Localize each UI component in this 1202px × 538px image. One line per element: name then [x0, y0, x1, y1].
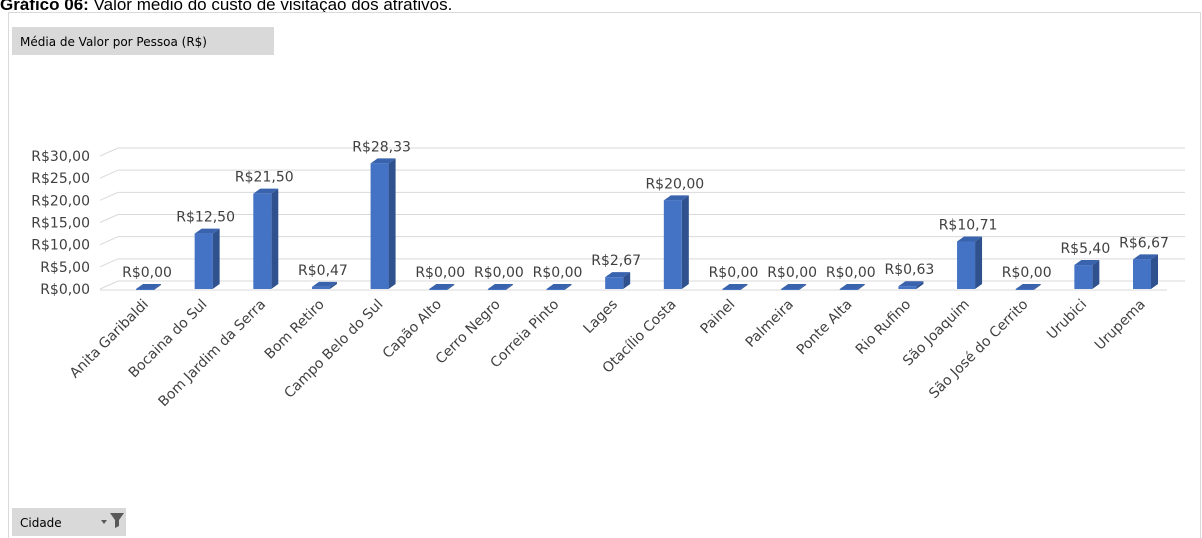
bar: [1015, 289, 1034, 290]
bar-side: [329, 281, 337, 289]
bar-top: [1015, 284, 1041, 289]
bar-top: [1074, 260, 1100, 266]
bar: [605, 277, 624, 289]
bar-top: [839, 284, 865, 289]
bar: [781, 289, 800, 290]
value-label: R$2,67: [591, 253, 641, 269]
bar-top: [722, 284, 748, 289]
value-label: R$6,67: [1119, 235, 1169, 251]
value-label: R$0,63: [885, 262, 935, 278]
bar-side: [857, 284, 865, 290]
y-tick-label: R$15,00: [31, 216, 90, 232]
axis-field-button[interactable]: [12, 508, 126, 536]
bar-top: [311, 281, 337, 287]
value-label: R$0,00: [474, 265, 524, 281]
bar-side: [1033, 284, 1041, 290]
bar-side: [799, 284, 807, 290]
bar-top: [1133, 254, 1158, 260]
filter-icon: [101, 513, 124, 528]
bar-top: [253, 188, 279, 194]
value-label: R$0,00: [767, 265, 817, 281]
grid-line-side: [99, 280, 119, 290]
bar: [1133, 259, 1151, 289]
bar: [429, 289, 448, 290]
value-field-label: Média de Valor por Pessoa (R$): [20, 35, 207, 49]
bar-top: [957, 236, 983, 242]
grid-line-side: [99, 258, 119, 268]
value-label: R$0,00: [533, 265, 583, 281]
bar: [370, 163, 389, 289]
bar: [663, 200, 682, 289]
caption: Gráfico 06: Valor médio do custo de visi…: [0, 0, 452, 14]
bar-side: [1092, 260, 1100, 289]
y-tick-label: R$25,00: [31, 171, 90, 187]
bar: [1074, 265, 1093, 289]
bar-side: [975, 236, 983, 289]
value-label: R$0,00: [1002, 265, 1052, 281]
value-label: R$0,00: [122, 265, 172, 281]
bar-side: [564, 284, 572, 290]
value-label: R$0,00: [709, 265, 759, 281]
value-field-button[interactable]: [12, 27, 274, 55]
value-label: R$10,71: [939, 218, 998, 234]
bar-top: [898, 281, 924, 287]
bar-side: [623, 272, 631, 289]
value-label: R$0,00: [826, 265, 876, 281]
grid-line-side: [99, 214, 119, 223]
bar: [898, 286, 917, 289]
bar: [194, 233, 213, 289]
bar: [311, 286, 330, 289]
value-label: R$20,00: [645, 176, 704, 192]
y-tick-label: R$10,00: [31, 238, 90, 254]
value-label: R$21,50: [235, 170, 294, 186]
y-tick-label: R$30,00: [31, 149, 90, 165]
caption-text: Valor médio do custo de visitação dos at…: [94, 0, 453, 14]
bar-side: [212, 228, 220, 289]
bar-top: [663, 195, 689, 201]
bar-top: [487, 284, 513, 289]
bar-side: [916, 281, 924, 289]
bar-side: [271, 188, 279, 289]
grid-line-side: [99, 191, 119, 201]
bar: [839, 289, 858, 290]
value-label: R$0,47: [298, 263, 348, 279]
bar-top: [370, 158, 396, 164]
bar: [253, 193, 272, 289]
bar-top: [605, 272, 631, 278]
bar-top: [781, 284, 807, 289]
y-tick-label: R$5,00: [40, 260, 90, 276]
grid-line-side: [99, 236, 119, 246]
bar-top: [546, 284, 572, 289]
grid-line-side: [99, 147, 119, 157]
grid-line-side: [99, 169, 119, 179]
bar: [957, 241, 976, 289]
bar-side: [388, 158, 396, 289]
bar-side: [740, 284, 748, 290]
bar: [487, 289, 506, 290]
bar-side: [1151, 254, 1158, 289]
bar-top: [194, 228, 220, 234]
value-label: R$12,50: [176, 210, 235, 226]
value-label: R$0,00: [415, 265, 465, 281]
bar-side: [447, 284, 455, 290]
y-tick-label: R$20,00: [31, 193, 90, 209]
bar-side: [681, 195, 689, 289]
bar-side: [505, 284, 513, 290]
bar: [722, 289, 741, 290]
y-tick-label: R$0,00: [40, 282, 90, 298]
bar-top: [429, 284, 455, 289]
bar: [546, 289, 565, 290]
axis-field-label: Cidade: [20, 516, 62, 530]
bar: [136, 289, 154, 290]
value-label: R$5,40: [1060, 241, 1110, 257]
value-label: R$28,33: [352, 139, 411, 155]
caption-label: Gráfico 06:: [0, 0, 89, 14]
bar-top: [136, 284, 161, 289]
bar-side: [154, 284, 161, 290]
